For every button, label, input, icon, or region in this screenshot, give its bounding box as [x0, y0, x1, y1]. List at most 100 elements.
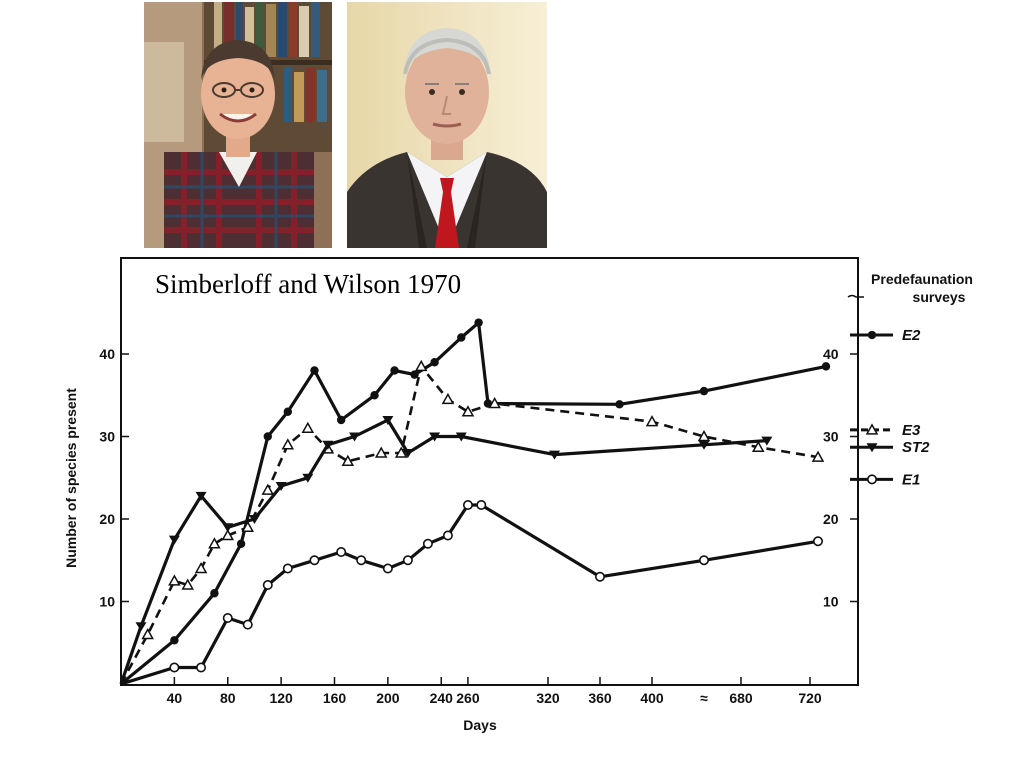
data-point-filled-triangle [222, 523, 234, 533]
data-point-filled-circle [410, 370, 419, 379]
portrait-suit-red-tie-man [347, 2, 547, 248]
data-point-filled-triangle [135, 622, 147, 632]
data-point-open-circle [422, 538, 433, 549]
x-axis: 40 80 120 160 200 240 260 320 360 400 680 720 ≈ [167, 677, 822, 706]
data-point-filled-circle [457, 333, 466, 342]
data-point-open-triangle [194, 561, 208, 574]
x-tick-label: 260 [456, 690, 480, 706]
series-e1 [120, 499, 823, 686]
data-point-open-circle [462, 499, 473, 510]
data-point-open-triangle [441, 392, 455, 405]
legend-header-line-1: Predefaunation [871, 271, 973, 287]
legend-item-st2: ST2 [850, 439, 930, 456]
series-line-e2 [119, 321, 827, 686]
data-point-open-triangle [241, 520, 255, 532]
legend-label: E2 [902, 327, 921, 344]
legend-label: E3 [902, 422, 921, 439]
data-point-filled-circle [474, 318, 483, 327]
y-tick-label: 40 [99, 346, 115, 362]
right-y-tick-label: 30 [823, 429, 839, 445]
data-point-filled-triangle [866, 443, 878, 453]
data-point-filled-triangle [382, 416, 394, 425]
chart-frame [120, 257, 859, 686]
x-tick-label: 320 [536, 690, 560, 706]
data-point-open-circle [282, 563, 293, 574]
chart-title: Simberloff and Wilson 1970 [155, 269, 461, 299]
data-point-open-triangle [461, 405, 475, 417]
y-tick-label: 30 [99, 429, 115, 445]
data-point-filled-triangle [248, 515, 260, 524]
left-y-axis: 10 20 30 40 [99, 346, 129, 610]
data-point-filled-triangle [168, 535, 180, 545]
x-tick-label: 160 [323, 690, 347, 706]
data-point-open-circle [402, 555, 413, 566]
data-point-filled-triangle [402, 449, 414, 458]
photo-left-portrait [144, 2, 332, 248]
data-point-filled-circle [615, 400, 624, 409]
legend-item-e1: E1 [850, 471, 920, 488]
data-point-filled-circle [263, 432, 272, 441]
data-point-open-triangle [811, 450, 825, 462]
data-point-filled-circle [210, 589, 219, 598]
title-group: Simberloff and Wilson 1970 [155, 269, 461, 299]
right-y-tick-label: 40 [823, 346, 839, 362]
data-point-open-triangle [394, 446, 408, 458]
data-point-filled-triangle [549, 450, 560, 460]
x-tick-label: 240 [430, 690, 454, 706]
data-point-open-circle [242, 619, 253, 630]
data-point-open-circle [594, 571, 605, 582]
data-point-filled-triangle [455, 432, 467, 442]
data-point-open-triangle [181, 578, 194, 590]
data-point-filled-triangle [698, 440, 710, 450]
data-point-filled-circle [699, 386, 709, 396]
data-point-open-circle [476, 499, 487, 510]
data-point-filled-circle [390, 366, 399, 375]
data-point-open-triangle [341, 454, 355, 466]
right-y-tick-label: 10 [823, 594, 839, 610]
data-point-filled-circle [310, 366, 319, 375]
legend-item-e3: E3 [850, 422, 921, 439]
data-point-open-triangle [301, 421, 315, 433]
data-point-open-circle [356, 555, 367, 566]
data-point-open-circle [196, 662, 207, 673]
data-point-filled-triangle [322, 440, 334, 450]
series-st2 [119, 416, 773, 685]
data-point-filled-triangle [761, 436, 773, 446]
data-point-open-triangle [141, 627, 154, 640]
series-line-e1 [120, 503, 819, 686]
portrait-plaid-shirt-man [144, 2, 332, 248]
x-axis-title: Days [463, 717, 497, 733]
data-point-open-circle [222, 612, 233, 623]
data-point-open-circle [866, 474, 877, 485]
data-point-filled-triangle [275, 482, 287, 491]
x-tick-label: 40 [167, 690, 183, 706]
legend-header-line-2: surveys [913, 289, 966, 305]
series-layer [119, 318, 831, 686]
axis-titles: Days Number of species present [63, 388, 497, 733]
data-point-open-triangle [374, 446, 388, 458]
data-point-filled-circle [867, 330, 877, 340]
y-tick-label: 10 [99, 594, 115, 610]
data-point-filled-circle [370, 391, 379, 400]
data-point-open-triangle [488, 396, 501, 409]
data-point-filled-circle [283, 407, 292, 416]
data-point-open-triangle [208, 537, 221, 549]
data-point-filled-circle [170, 636, 179, 645]
data-point-filled-triangle [195, 491, 207, 501]
x-tick-label: 680 [729, 690, 753, 706]
data-point-open-circle [812, 536, 823, 547]
x-tick-label: 360 [588, 690, 612, 706]
data-point-open-circle [698, 555, 709, 566]
x-tick-label: 80 [220, 690, 236, 706]
y-axis-title: Number of species present [63, 388, 79, 568]
data-point-open-triangle [751, 440, 765, 452]
series-e3 [119, 359, 825, 685]
series-line-st2 [119, 418, 768, 685]
data-point-open-triangle [865, 423, 879, 435]
data-point-filled-circle [336, 415, 346, 425]
data-point-open-triangle [697, 429, 711, 442]
legend-item-e2: E2 [850, 327, 921, 344]
y-tick-label: 20 [99, 511, 115, 527]
